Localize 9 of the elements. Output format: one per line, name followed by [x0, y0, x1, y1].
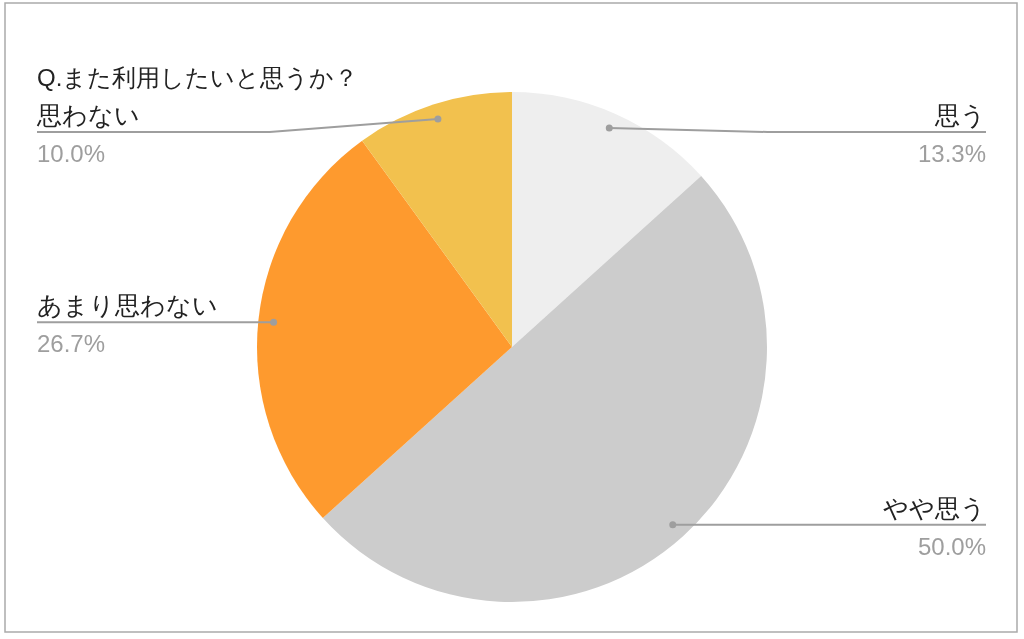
slice-label: 思わない [36, 101, 140, 129]
slice-label: 思う [934, 101, 986, 129]
slice-label: やや思う [883, 493, 986, 522]
slice-label: あまり思わない [37, 291, 218, 320]
data-label: 50.0% [917, 532, 986, 560]
data-label: 13.3% [917, 140, 986, 167]
data-label: 26.7% [37, 330, 106, 358]
chart-title: Q.また利用したいと思うか？ [37, 64, 359, 91]
data-label: 10.0% [37, 140, 106, 167]
